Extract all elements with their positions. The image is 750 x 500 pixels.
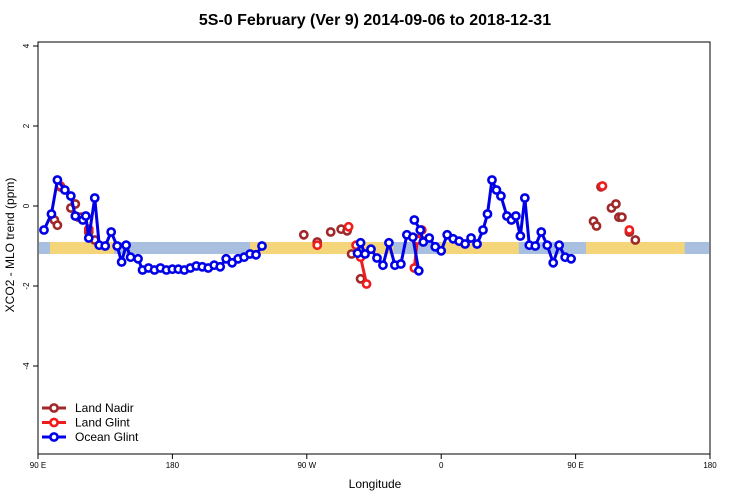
data-point: [554, 240, 565, 251]
data-point: [125, 252, 136, 263]
data-point: [65, 191, 76, 201]
x-tick-label: 180: [166, 461, 180, 470]
legend-item: Land Nadir: [42, 401, 134, 415]
x-tick-label: 90 E: [30, 461, 46, 470]
data-point: [372, 253, 382, 263]
data-point: [251, 249, 261, 260]
data-point: [384, 237, 394, 248]
data-point: [466, 233, 476, 243]
legend-swatch-marker: [49, 432, 59, 442]
data-point: [116, 257, 127, 267]
data-point: [378, 260, 388, 271]
data-point: [530, 241, 541, 251]
data-point: [352, 248, 363, 259]
legend-swatch-marker: [49, 417, 59, 428]
x-tick-label: 90 E: [567, 461, 583, 470]
data-point: [395, 259, 406, 269]
legend-label: Land Glint: [75, 416, 130, 430]
y-axis: -4 -2 0 2 4: [22, 43, 38, 370]
data-point: [616, 212, 627, 223]
data-point: [355, 237, 366, 248]
land-band-segment: [586, 242, 685, 254]
x-axis: 90 E 180 90 W 0 90 E 180: [30, 454, 717, 470]
data-point: [59, 185, 70, 195]
data-point: [39, 225, 49, 235]
data-point: [89, 193, 100, 203]
data-point: [46, 209, 57, 219]
data-point: [491, 185, 502, 195]
data-point: [215, 261, 226, 272]
data-point: [409, 215, 420, 225]
data-point: [121, 240, 132, 251]
data-point: [482, 209, 493, 219]
data-point: [112, 241, 123, 251]
data-point: [472, 239, 482, 249]
data-point: [325, 227, 336, 237]
legend-item: Land Glint: [42, 416, 130, 430]
data-point: [343, 221, 354, 232]
data-point: [566, 253, 577, 264]
data-point: [436, 245, 447, 256]
y-tick-label: 2: [22, 123, 31, 128]
data-point: [510, 211, 521, 221]
data-point: [133, 253, 143, 264]
data-point: [100, 241, 111, 251]
data-point: [424, 233, 435, 243]
data-point: [80, 211, 91, 221]
y-tick-label: -2: [22, 282, 31, 290]
legend-label: Ocean Glint: [75, 430, 139, 444]
series-group: [39, 175, 641, 289]
data-point: [460, 239, 470, 249]
data-point: [496, 191, 506, 201]
data-point: [548, 257, 559, 268]
plot-frame: [37, 41, 711, 455]
data-point: [312, 240, 323, 251]
y-tick-label: -4: [22, 362, 31, 370]
x-tick-label: 180: [703, 461, 717, 470]
y-axis-label: XCO2 - MLO trend (ppm): [3, 178, 17, 313]
legend-item: Ocean Glint: [42, 430, 139, 444]
data-point: [52, 220, 63, 231]
data-point: [366, 244, 376, 255]
x-tick-label: 0: [439, 461, 444, 470]
legend-swatch-marker: [49, 403, 59, 413]
data-point: [597, 181, 608, 191]
data-point: [360, 249, 370, 259]
data-point: [106, 227, 117, 237]
data-point: [83, 233, 94, 243]
y-tick-label: 4: [22, 43, 31, 48]
data-point: [611, 199, 621, 209]
x-axis-label: Longitude: [349, 477, 402, 491]
data-point: [515, 231, 526, 241]
data-point: [70, 211, 81, 221]
data-point: [542, 240, 553, 251]
data-point: [413, 265, 424, 276]
data-point: [536, 227, 547, 237]
data-point: [478, 225, 488, 235]
data-point: [361, 279, 372, 289]
data-point: [591, 221, 602, 231]
data-point: [630, 235, 641, 245]
data-point: [52, 175, 63, 185]
series-ocean-glint: [39, 175, 577, 276]
chart-title: 5S-0 February (Ver 9) 2014-09-06 to 2018…: [199, 12, 551, 29]
data-point: [407, 232, 418, 243]
data-point: [519, 193, 530, 203]
data-point: [257, 241, 267, 251]
data-point: [415, 225, 426, 235]
y-tick-label: 0: [22, 203, 31, 208]
data-point: [487, 175, 497, 185]
data-point: [624, 225, 635, 235]
legend-label: Land Nadir: [75, 401, 134, 415]
data-point: [298, 229, 309, 240]
x-tick-label: 90 W: [297, 461, 316, 470]
